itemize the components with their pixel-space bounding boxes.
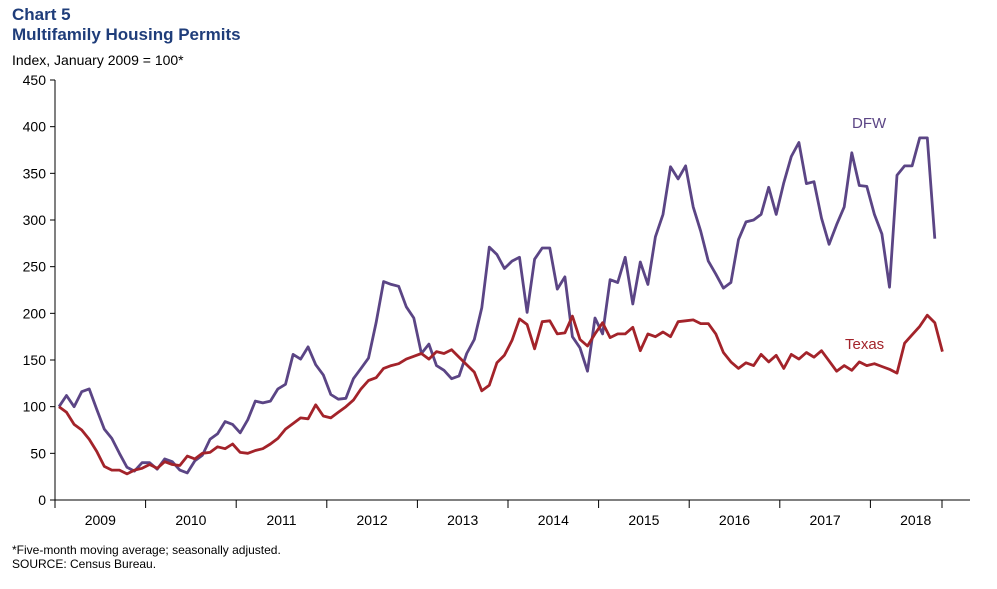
series-line-dfw xyxy=(57,136,937,475)
footnote: *Five-month moving average; seasonally a… xyxy=(12,543,281,557)
y-tick-label: 50 xyxy=(30,445,46,461)
y-axis-ticks: 0 50 100 150 200 250 300 350 400 450 xyxy=(23,72,55,508)
y-tick-label: 400 xyxy=(23,119,47,135)
chart-title: Chart 5 xyxy=(12,5,71,24)
y-tick-label: 100 xyxy=(23,399,47,415)
y-tick-label: 250 xyxy=(23,259,47,275)
y-tick-label: 350 xyxy=(23,165,47,181)
chart-subtitle: Multifamily Housing Permits xyxy=(12,25,241,44)
x-axis-ticks: 2009 2010 2011 2012 2013 2014 2015 2016 2017 2018 xyxy=(54,500,943,528)
x-tick-label: 2016 xyxy=(719,512,750,528)
x-tick-label: 2015 xyxy=(628,512,659,528)
y-axis-label: Index, January 2009 = 100* xyxy=(12,52,184,68)
x-tick-label: 2012 xyxy=(357,512,388,528)
x-tick-label: 2018 xyxy=(900,512,931,528)
y-tick-label: 300 xyxy=(23,212,47,228)
series-line-texas xyxy=(58,313,944,476)
series-label-dfw: DFW xyxy=(852,115,887,132)
x-tick-label: 2014 xyxy=(538,512,569,528)
y-tick-label: 0 xyxy=(38,492,46,508)
y-tick-label: 450 xyxy=(23,72,47,88)
x-tick-label: 2010 xyxy=(175,512,206,528)
y-tick-label: 200 xyxy=(23,305,47,321)
x-tick-label: 2013 xyxy=(447,512,478,528)
x-tick-label: 2009 xyxy=(85,512,116,528)
y-tick-label: 150 xyxy=(23,352,47,368)
series-lines xyxy=(57,136,944,476)
series-label-texas: Texas xyxy=(845,336,884,353)
series-labels: DFW Texas xyxy=(845,115,887,353)
source-note: SOURCE: Census Bureau. xyxy=(12,557,157,571)
axes xyxy=(54,80,970,501)
x-tick-label: 2011 xyxy=(266,512,296,528)
x-tick-label: 2017 xyxy=(810,512,841,528)
